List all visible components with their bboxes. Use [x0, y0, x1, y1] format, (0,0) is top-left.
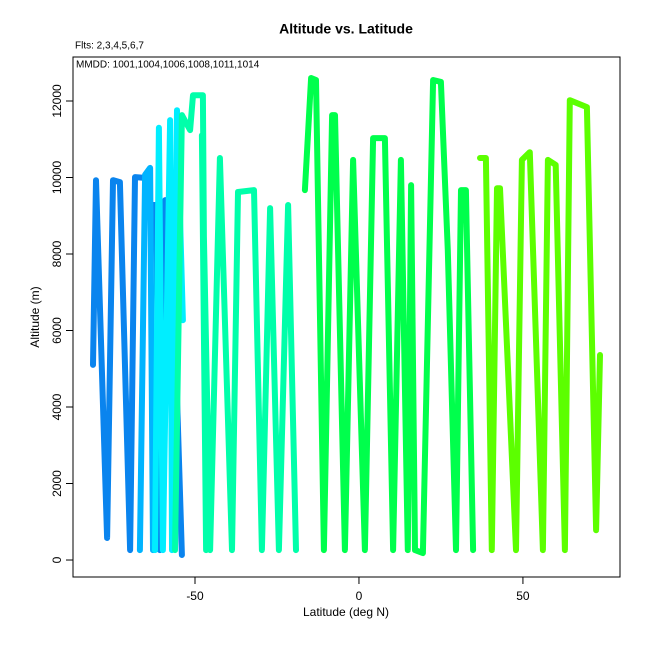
- y-tick-label: 12000: [50, 84, 64, 118]
- x-axis-label: Latitude (deg N): [303, 605, 389, 619]
- flight-track: [301, 75, 477, 557]
- annotation: MMDD: 1001,1004,1006,1008,1011,1014: [76, 60, 260, 71]
- flight-track: [90, 174, 185, 558]
- plot-frame: [72, 56, 621, 578]
- plot-area: [90, 75, 603, 558]
- y-tick-label: 0: [50, 556, 64, 563]
- x-tick-label: -50: [186, 589, 204, 603]
- x-tick-label: 50: [516, 589, 530, 603]
- y-tick-label: 4000: [50, 393, 64, 420]
- flight-track: [477, 97, 603, 554]
- x-tick-label: 0: [356, 589, 363, 603]
- flight-track: [152, 107, 186, 554]
- y-tick-label: 8000: [50, 240, 64, 267]
- y-tick-label: 10000: [50, 160, 64, 194]
- flight-track: [172, 92, 299, 554]
- y-axis-label: Altitude (m): [28, 286, 42, 347]
- annotation: Flts: 2,3,4,5,6,7: [75, 41, 144, 52]
- y-tick-label: 6000: [50, 317, 64, 344]
- y-tick-label: 2000: [50, 470, 64, 497]
- chart-title: Altitude vs. Latitude: [279, 21, 413, 37]
- flight-track: [136, 164, 156, 554]
